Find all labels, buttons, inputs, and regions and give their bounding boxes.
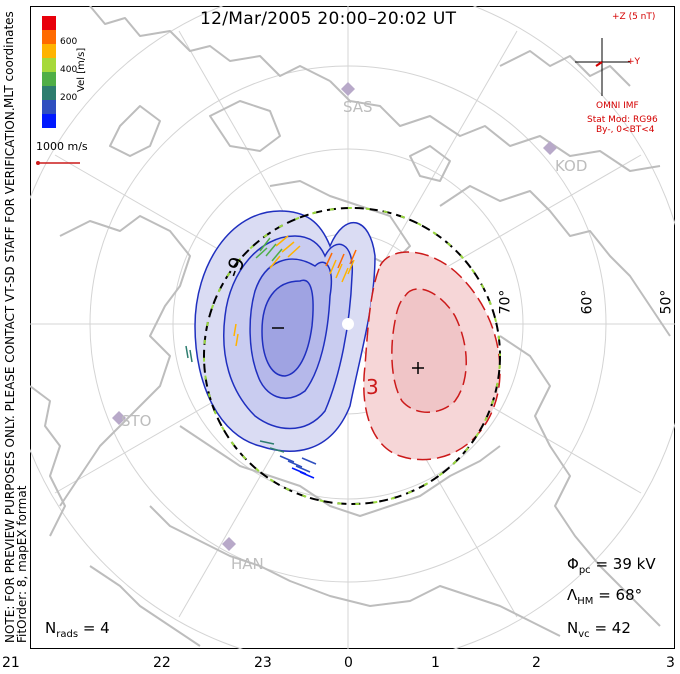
plot-frame bbox=[30, 6, 675, 649]
stat-nvc-symbol: N bbox=[567, 619, 579, 637]
stat-nrads: Nrads = 4 bbox=[45, 619, 110, 640]
colorbar-tick-400: 400 bbox=[60, 65, 78, 75]
reference-vector-label: 1000 m/s bbox=[36, 140, 88, 153]
stat-phi-pc: Φpc = 39 kV bbox=[567, 555, 656, 576]
stat-phi-value: = 39 kV bbox=[595, 555, 656, 573]
stat-phi-symbol: Φ bbox=[567, 555, 579, 573]
fit-order-note: FitOrder: 8, mapEX format bbox=[15, 485, 29, 643]
station-marker-kod bbox=[543, 141, 557, 155]
colorbar-swatch bbox=[42, 86, 56, 100]
stat-lambda-sub: HM bbox=[577, 596, 594, 607]
lat-label-50: 50° bbox=[658, 289, 675, 315]
colorbar-swatch bbox=[42, 58, 56, 72]
contour-label-positive: 3 bbox=[366, 375, 379, 399]
cell-markers bbox=[272, 327, 424, 374]
convection-map bbox=[30, 6, 675, 649]
negative-potential-cell bbox=[194, 210, 376, 452]
pole-marker bbox=[342, 318, 354, 330]
stat-nvc-value: = 42 bbox=[594, 619, 631, 637]
imf-model: Stat Mod: RG96 bbox=[587, 115, 658, 125]
imf-dial bbox=[575, 38, 630, 96]
stat-nrads-sub: rads bbox=[56, 629, 79, 640]
reference-vector-dot bbox=[36, 161, 40, 165]
neg-contour-inner bbox=[261, 279, 314, 377]
colorbar bbox=[42, 16, 56, 128]
mlt-tick-1: 1 bbox=[431, 655, 440, 671]
colorbar-tick-600: 600 bbox=[60, 37, 78, 47]
pos-contour-inner bbox=[391, 288, 467, 413]
station-label-sas: SAS bbox=[343, 98, 373, 116]
hm-boundary-overlay bbox=[203, 207, 501, 505]
imf-source: OMNI IMF bbox=[596, 101, 639, 111]
stat-nrads-symbol: N bbox=[45, 619, 57, 637]
colorbar-swatch bbox=[42, 16, 56, 30]
colorbar-label: Vel [m/s] bbox=[76, 47, 87, 92]
stat-lambda-value: = 68° bbox=[598, 586, 643, 604]
station-marker-sas bbox=[341, 82, 355, 96]
positive-potential-cell bbox=[363, 251, 501, 461]
colorbar-swatch bbox=[42, 72, 56, 86]
imf-condition: By-, 0<BT<4 bbox=[596, 125, 655, 135]
colorbar-swatch bbox=[42, 100, 56, 114]
stat-nvc-sub: vc bbox=[578, 629, 590, 640]
stat-lambda-symbol: Λ bbox=[567, 586, 578, 604]
colorbar-swatch bbox=[42, 30, 56, 44]
mlt-coordinates-label: MLT coordinates bbox=[2, 11, 16, 108]
colorbar-tick-200: 200 bbox=[60, 93, 78, 103]
station-label-sto: STO bbox=[121, 412, 152, 430]
lat-label-70: 70° bbox=[497, 289, 514, 315]
station-label-han: HAN bbox=[231, 555, 264, 573]
mlt-tick-23: 23 bbox=[254, 655, 272, 671]
imf-y-label: +Y bbox=[627, 57, 641, 67]
lat-label-60: 60° bbox=[579, 289, 596, 315]
mlt-tick-21: 21 bbox=[2, 655, 20, 671]
colorbar-swatch bbox=[42, 114, 56, 128]
stat-nrads-value: = 4 bbox=[82, 619, 110, 637]
stat-nvc: Nvc = 42 bbox=[567, 619, 631, 640]
station-marker-sto bbox=[112, 411, 126, 425]
colorbar-swatch bbox=[42, 44, 56, 58]
mlt-tick-3: 3 bbox=[666, 655, 675, 671]
mlt-tick-0: 0 bbox=[344, 655, 353, 671]
stat-lambda-hm: ΛHM = 68° bbox=[567, 586, 642, 607]
coastlines bbox=[30, 6, 671, 647]
mlt-tick-2: 2 bbox=[532, 655, 541, 671]
station-label-kod: KOD bbox=[555, 157, 588, 175]
station-marker-han bbox=[222, 537, 236, 551]
velocity-vectors bbox=[185, 235, 357, 479]
stat-phi-sub: pc bbox=[578, 565, 591, 576]
map-title: 12/Mar/2005 20:00–20:02 UT bbox=[200, 9, 457, 29]
imf-z-label: +Z (5 nT) bbox=[612, 12, 656, 22]
mlt-tick-22: 22 bbox=[153, 655, 171, 671]
station-markers bbox=[112, 82, 557, 551]
